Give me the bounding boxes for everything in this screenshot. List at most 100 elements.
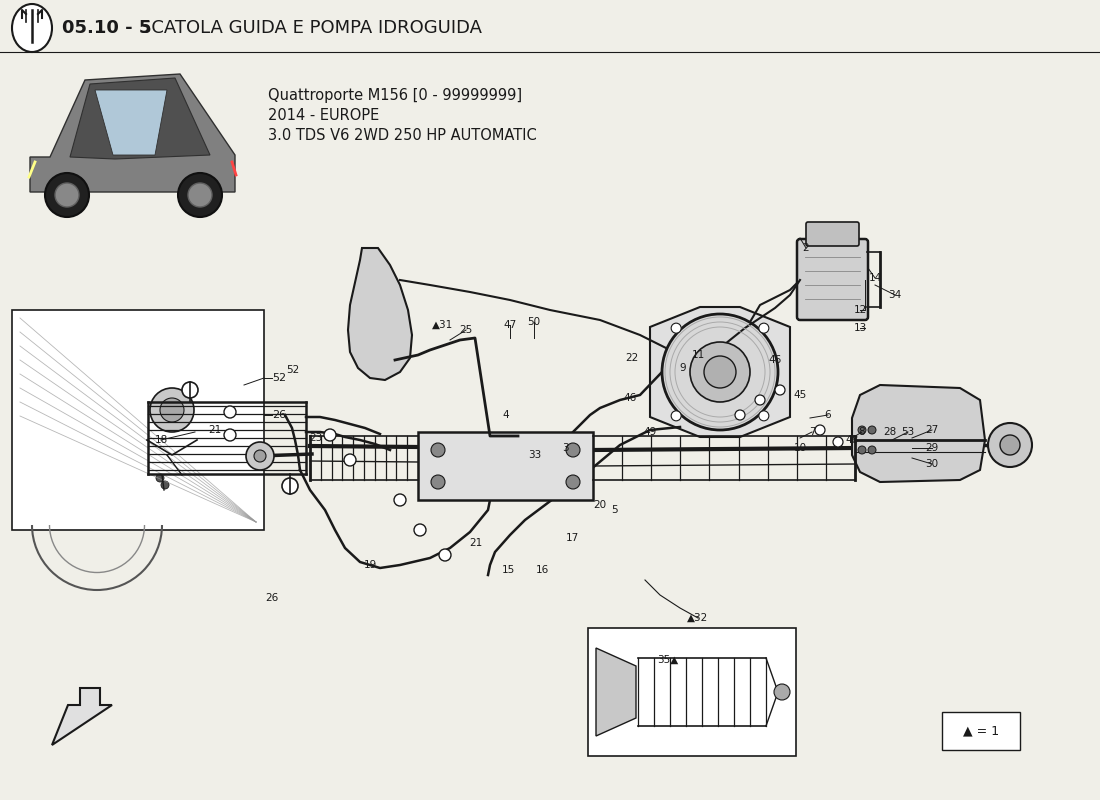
Text: 4: 4: [503, 410, 509, 420]
Text: 28: 28: [883, 427, 896, 437]
Text: 23: 23: [309, 433, 322, 443]
Circle shape: [1000, 435, 1020, 455]
Circle shape: [868, 446, 876, 454]
Text: 52: 52: [272, 373, 286, 383]
Text: 34: 34: [889, 290, 902, 300]
Text: 9: 9: [680, 363, 686, 373]
Text: 21: 21: [208, 425, 221, 435]
FancyBboxPatch shape: [588, 628, 796, 756]
Circle shape: [671, 323, 681, 333]
Ellipse shape: [12, 4, 52, 52]
Circle shape: [704, 356, 736, 388]
Text: 48: 48: [846, 435, 859, 445]
Polygon shape: [52, 688, 112, 745]
Circle shape: [254, 450, 266, 462]
Circle shape: [662, 314, 778, 430]
Circle shape: [344, 454, 356, 466]
Text: 35▲: 35▲: [658, 655, 679, 665]
Polygon shape: [95, 90, 167, 155]
Circle shape: [439, 549, 451, 561]
Text: 7: 7: [808, 427, 815, 437]
Circle shape: [431, 443, 446, 457]
Text: 12: 12: [854, 305, 867, 315]
Text: 46: 46: [624, 393, 637, 403]
Text: 2014 - EUROPE: 2014 - EUROPE: [268, 108, 379, 123]
Circle shape: [182, 382, 198, 398]
Text: 19: 19: [363, 560, 376, 570]
Circle shape: [815, 425, 825, 435]
Polygon shape: [70, 78, 210, 159]
Circle shape: [776, 385, 785, 395]
Circle shape: [858, 446, 866, 454]
Circle shape: [988, 423, 1032, 467]
Circle shape: [755, 395, 764, 405]
Circle shape: [55, 183, 79, 207]
Circle shape: [188, 183, 212, 207]
Circle shape: [671, 411, 681, 421]
Circle shape: [246, 442, 274, 470]
FancyBboxPatch shape: [798, 239, 868, 320]
Text: 49: 49: [644, 427, 657, 437]
Text: 20: 20: [593, 500, 606, 510]
Circle shape: [868, 426, 876, 434]
Circle shape: [566, 475, 580, 489]
Circle shape: [150, 388, 194, 432]
Text: 18: 18: [154, 435, 167, 445]
Text: 50: 50: [527, 317, 540, 327]
Text: 45: 45: [793, 390, 806, 400]
Text: 47: 47: [504, 320, 517, 330]
Circle shape: [759, 323, 769, 333]
Text: 5: 5: [612, 505, 618, 515]
Text: 10: 10: [793, 443, 806, 453]
Text: 16: 16: [536, 565, 549, 575]
Text: 2: 2: [803, 243, 810, 253]
Text: 05.10 - 5: 05.10 - 5: [62, 19, 157, 37]
FancyBboxPatch shape: [418, 432, 593, 500]
Circle shape: [45, 173, 89, 217]
Circle shape: [160, 398, 184, 422]
Text: 13: 13: [854, 323, 867, 333]
Circle shape: [224, 406, 236, 418]
Text: ▲ = 1: ▲ = 1: [962, 725, 999, 738]
Text: SCATOLA GUIDA E POMPA IDROGUIDA: SCATOLA GUIDA E POMPA IDROGUIDA: [140, 19, 482, 37]
Circle shape: [156, 474, 164, 482]
Text: ▲31: ▲31: [432, 320, 453, 330]
Circle shape: [566, 443, 580, 457]
Circle shape: [833, 437, 843, 447]
Text: 22: 22: [626, 353, 639, 363]
Text: 26: 26: [265, 593, 278, 603]
Text: 3.0 TDS V6 2WD 250 HP AUTOMATIC: 3.0 TDS V6 2WD 250 HP AUTOMATIC: [268, 128, 537, 143]
Text: 17: 17: [565, 533, 579, 543]
Text: 25: 25: [460, 325, 473, 335]
Polygon shape: [852, 385, 984, 482]
FancyBboxPatch shape: [12, 310, 264, 530]
Text: Quattroporte M156 [0 - 99999999]: Quattroporte M156 [0 - 99999999]: [268, 88, 522, 103]
Text: 11: 11: [692, 350, 705, 360]
Text: 53: 53: [901, 427, 914, 437]
Text: ▲32: ▲32: [688, 613, 708, 623]
Text: 14: 14: [868, 273, 881, 283]
Text: 26: 26: [272, 410, 286, 420]
Text: 21: 21: [470, 538, 483, 548]
Circle shape: [662, 314, 778, 430]
Circle shape: [414, 524, 426, 536]
Circle shape: [431, 475, 446, 489]
Text: 52: 52: [286, 365, 299, 375]
Text: 6: 6: [825, 410, 832, 420]
Circle shape: [178, 173, 222, 217]
Text: 33: 33: [528, 450, 541, 460]
FancyBboxPatch shape: [806, 222, 859, 246]
Circle shape: [324, 429, 336, 441]
Circle shape: [858, 426, 866, 434]
Circle shape: [774, 684, 790, 700]
Polygon shape: [348, 248, 412, 380]
Circle shape: [759, 411, 769, 421]
Text: 46: 46: [769, 355, 782, 365]
Text: 29: 29: [925, 443, 938, 453]
Circle shape: [161, 481, 169, 489]
Polygon shape: [596, 648, 636, 736]
Polygon shape: [650, 307, 790, 437]
Text: 15: 15: [502, 565, 515, 575]
Circle shape: [690, 342, 750, 402]
Circle shape: [690, 342, 750, 402]
